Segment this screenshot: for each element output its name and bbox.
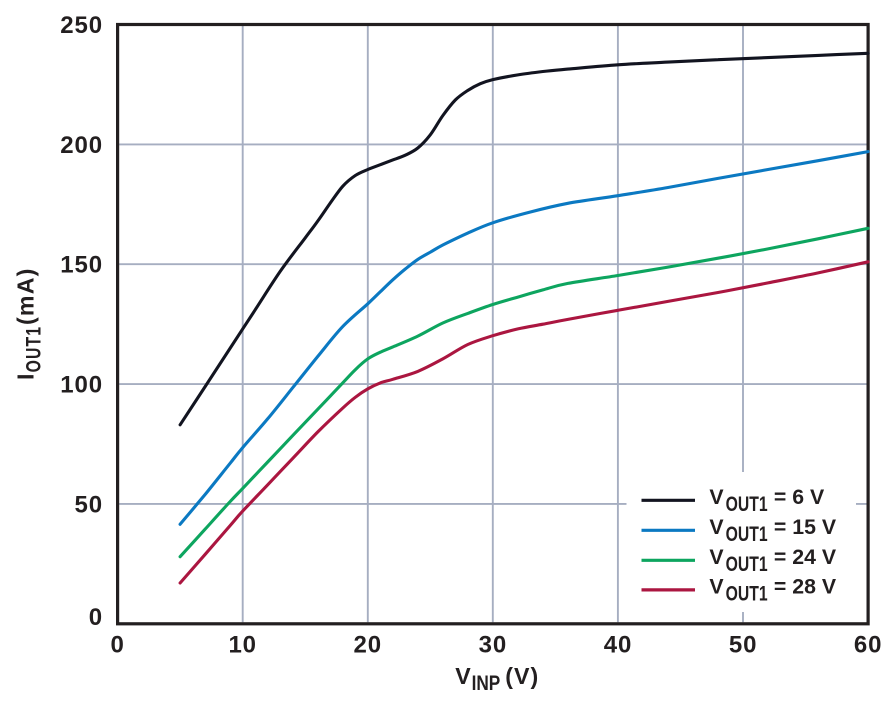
- svg-text:= 6 V: = 6 V: [774, 485, 825, 509]
- svg-text:= 15 V: = 15 V: [774, 515, 837, 539]
- svg-text:= 28 V: = 28 V: [774, 575, 837, 599]
- svg-text:150: 150: [60, 252, 103, 279]
- svg-text:250: 250: [60, 12, 103, 39]
- svg-text:OUT1: OUT1: [726, 552, 768, 576]
- svg-text:V: V: [709, 515, 724, 539]
- svg-text:OUT1: OUT1: [726, 492, 768, 516]
- svg-text:200: 200: [60, 132, 103, 159]
- svg-text:50: 50: [75, 491, 104, 518]
- svg-text:10: 10: [228, 631, 257, 658]
- svg-text:V: V: [709, 485, 724, 509]
- svg-text:= 24 V: = 24 V: [774, 545, 837, 569]
- svg-text:(V): (V): [505, 663, 539, 689]
- svg-text:50: 50: [729, 631, 758, 658]
- svg-text:0: 0: [110, 631, 124, 658]
- svg-text:V: V: [709, 575, 724, 599]
- svg-text:(mA): (mA): [13, 267, 39, 325]
- svg-text:V: V: [455, 663, 471, 689]
- svg-text:I: I: [13, 374, 39, 380]
- svg-text:40: 40: [604, 631, 633, 658]
- svg-text:V: V: [709, 545, 724, 569]
- svg-text:INP: INP: [472, 673, 501, 696]
- svg-text:OUT1: OUT1: [726, 581, 768, 605]
- svg-text:100: 100: [60, 372, 103, 399]
- svg-text:20: 20: [354, 631, 383, 658]
- svg-text:60: 60: [854, 631, 883, 658]
- svg-text:0: 0: [89, 604, 103, 631]
- svg-text:OUT1: OUT1: [726, 522, 768, 546]
- svg-text:OUT1: OUT1: [21, 326, 45, 372]
- svg-text:30: 30: [479, 631, 508, 658]
